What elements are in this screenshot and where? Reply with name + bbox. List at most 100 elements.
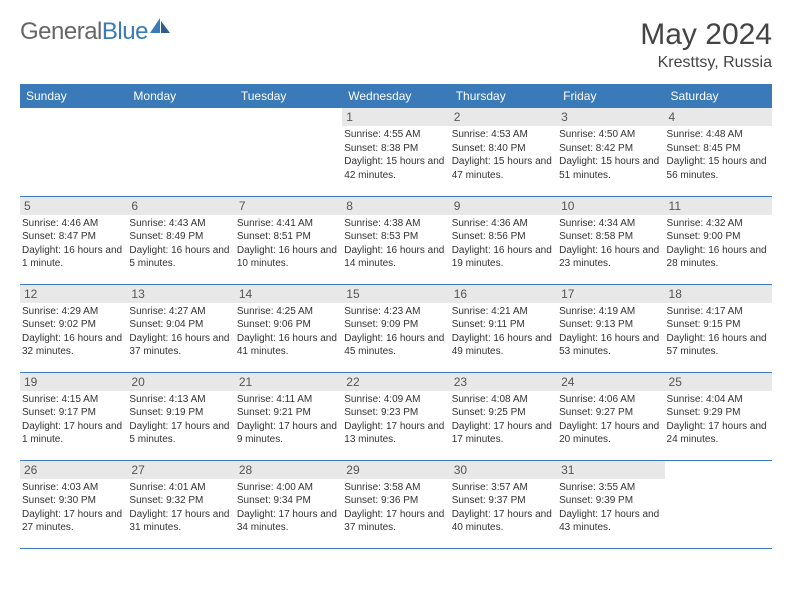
day-number: 22 <box>342 373 449 391</box>
day-number: 18 <box>665 285 772 303</box>
calendar-cell: 8Sunrise: 4:38 AMSunset: 8:53 PMDaylight… <box>342 196 449 284</box>
day-number: 4 <box>665 108 772 126</box>
calendar-cell: 16Sunrise: 4:21 AMSunset: 9:11 PMDayligh… <box>450 284 557 372</box>
sail-icon <box>150 15 172 43</box>
calendar-cell: 5Sunrise: 4:46 AMSunset: 8:47 PMDaylight… <box>20 196 127 284</box>
calendar-cell: 31Sunrise: 3:55 AMSunset: 9:39 PMDayligh… <box>557 460 664 548</box>
calendar-row: 12Sunrise: 4:29 AMSunset: 9:02 PMDayligh… <box>20 284 772 372</box>
calendar-cell: 23Sunrise: 4:08 AMSunset: 9:25 PMDayligh… <box>450 372 557 460</box>
calendar-cell: 10Sunrise: 4:34 AMSunset: 8:58 PMDayligh… <box>557 196 664 284</box>
sun-info: Sunrise: 4:34 AMSunset: 8:58 PMDaylight:… <box>557 215 664 271</box>
sun-info: Sunrise: 4:09 AMSunset: 9:23 PMDaylight:… <box>342 391 449 447</box>
calendar-cell: 9Sunrise: 4:36 AMSunset: 8:56 PMDaylight… <box>450 196 557 284</box>
sun-info: Sunrise: 4:55 AMSunset: 8:38 PMDaylight:… <box>342 126 449 182</box>
calendar-cell: 28Sunrise: 4:00 AMSunset: 9:34 PMDayligh… <box>235 460 342 548</box>
day-number: 21 <box>235 373 342 391</box>
brand-part2: Blue <box>102 18 148 46</box>
calendar-cell: 19Sunrise: 4:15 AMSunset: 9:17 PMDayligh… <box>20 372 127 460</box>
calendar-row: 19Sunrise: 4:15 AMSunset: 9:17 PMDayligh… <box>20 372 772 460</box>
weekday-header-row: SundayMondayTuesdayWednesdayThursdayFrid… <box>20 84 772 108</box>
sun-info: Sunrise: 4:00 AMSunset: 9:34 PMDaylight:… <box>235 479 342 535</box>
sun-info: Sunrise: 4:29 AMSunset: 9:02 PMDaylight:… <box>20 303 127 359</box>
calendar-cell <box>235 108 342 196</box>
sun-info: Sunrise: 4:11 AMSunset: 9:21 PMDaylight:… <box>235 391 342 447</box>
day-number: 27 <box>127 461 234 479</box>
weekday-header: Friday <box>557 84 664 108</box>
day-number: 25 <box>665 373 772 391</box>
weekday-header: Saturday <box>665 84 772 108</box>
sun-info: Sunrise: 4:38 AMSunset: 8:53 PMDaylight:… <box>342 215 449 271</box>
sun-info: Sunrise: 4:21 AMSunset: 9:11 PMDaylight:… <box>450 303 557 359</box>
calendar-cell <box>665 460 772 548</box>
day-number: 17 <box>557 285 664 303</box>
sun-info: Sunrise: 4:41 AMSunset: 8:51 PMDaylight:… <box>235 215 342 271</box>
day-number: 8 <box>342 197 449 215</box>
calendar-cell: 25Sunrise: 4:04 AMSunset: 9:29 PMDayligh… <box>665 372 772 460</box>
calendar-cell: 26Sunrise: 4:03 AMSunset: 9:30 PMDayligh… <box>20 460 127 548</box>
sun-info: Sunrise: 4:48 AMSunset: 8:45 PMDaylight:… <box>665 126 772 182</box>
day-number: 7 <box>235 197 342 215</box>
day-number: 9 <box>450 197 557 215</box>
sun-info: Sunrise: 4:19 AMSunset: 9:13 PMDaylight:… <box>557 303 664 359</box>
calendar-cell: 3Sunrise: 4:50 AMSunset: 8:42 PMDaylight… <box>557 108 664 196</box>
calendar-cell: 20Sunrise: 4:13 AMSunset: 9:19 PMDayligh… <box>127 372 234 460</box>
calendar-row: 1Sunrise: 4:55 AMSunset: 8:38 PMDaylight… <box>20 108 772 196</box>
day-number: 13 <box>127 285 234 303</box>
sun-info: Sunrise: 4:46 AMSunset: 8:47 PMDaylight:… <box>20 215 127 271</box>
header: GeneralBlue May 2024 Kresttsy, Russia <box>20 18 772 72</box>
day-number: 10 <box>557 197 664 215</box>
weekday-header: Wednesday <box>342 84 449 108</box>
calendar-row: 5Sunrise: 4:46 AMSunset: 8:47 PMDaylight… <box>20 196 772 284</box>
day-number: 11 <box>665 197 772 215</box>
sun-info: Sunrise: 4:27 AMSunset: 9:04 PMDaylight:… <box>127 303 234 359</box>
calendar-table: SundayMondayTuesdayWednesdayThursdayFrid… <box>20 84 772 549</box>
calendar-cell: 6Sunrise: 4:43 AMSunset: 8:49 PMDaylight… <box>127 196 234 284</box>
calendar-cell: 13Sunrise: 4:27 AMSunset: 9:04 PMDayligh… <box>127 284 234 372</box>
sun-info: Sunrise: 4:50 AMSunset: 8:42 PMDaylight:… <box>557 126 664 182</box>
calendar-cell: 11Sunrise: 4:32 AMSunset: 9:00 PMDayligh… <box>665 196 772 284</box>
title-block: May 2024 Kresttsy, Russia <box>640 18 772 72</box>
calendar-row: 26Sunrise: 4:03 AMSunset: 9:30 PMDayligh… <box>20 460 772 548</box>
day-number: 1 <box>342 108 449 126</box>
sun-info: Sunrise: 4:25 AMSunset: 9:06 PMDaylight:… <box>235 303 342 359</box>
day-number: 16 <box>450 285 557 303</box>
sun-info: Sunrise: 4:08 AMSunset: 9:25 PMDaylight:… <box>450 391 557 447</box>
day-number: 24 <box>557 373 664 391</box>
sun-info: Sunrise: 4:43 AMSunset: 8:49 PMDaylight:… <box>127 215 234 271</box>
sun-info: Sunrise: 4:01 AMSunset: 9:32 PMDaylight:… <box>127 479 234 535</box>
day-number: 5 <box>20 197 127 215</box>
sun-info: Sunrise: 3:55 AMSunset: 9:39 PMDaylight:… <box>557 479 664 535</box>
sun-info: Sunrise: 4:36 AMSunset: 8:56 PMDaylight:… <box>450 215 557 271</box>
day-number: 12 <box>20 285 127 303</box>
calendar-cell: 17Sunrise: 4:19 AMSunset: 9:13 PMDayligh… <box>557 284 664 372</box>
calendar-cell: 18Sunrise: 4:17 AMSunset: 9:15 PMDayligh… <box>665 284 772 372</box>
day-number: 23 <box>450 373 557 391</box>
day-number: 26 <box>20 461 127 479</box>
day-number: 15 <box>342 285 449 303</box>
sun-info: Sunrise: 4:13 AMSunset: 9:19 PMDaylight:… <box>127 391 234 447</box>
day-number: 6 <box>127 197 234 215</box>
day-number: 30 <box>450 461 557 479</box>
day-number: 2 <box>450 108 557 126</box>
sun-info: Sunrise: 4:15 AMSunset: 9:17 PMDaylight:… <box>20 391 127 447</box>
day-number: 14 <box>235 285 342 303</box>
weekday-header: Tuesday <box>235 84 342 108</box>
brand-part1: General <box>20 18 102 46</box>
sun-info: Sunrise: 4:32 AMSunset: 9:00 PMDaylight:… <box>665 215 772 271</box>
weekday-header: Thursday <box>450 84 557 108</box>
calendar-cell: 24Sunrise: 4:06 AMSunset: 9:27 PMDayligh… <box>557 372 664 460</box>
day-number: 29 <box>342 461 449 479</box>
calendar-cell: 15Sunrise: 4:23 AMSunset: 9:09 PMDayligh… <box>342 284 449 372</box>
sun-info: Sunrise: 3:57 AMSunset: 9:37 PMDaylight:… <box>450 479 557 535</box>
day-number: 31 <box>557 461 664 479</box>
title-location: Kresttsy, Russia <box>640 54 772 72</box>
calendar-cell: 22Sunrise: 4:09 AMSunset: 9:23 PMDayligh… <box>342 372 449 460</box>
calendar-cell <box>20 108 127 196</box>
calendar-cell: 30Sunrise: 3:57 AMSunset: 9:37 PMDayligh… <box>450 460 557 548</box>
calendar-cell: 12Sunrise: 4:29 AMSunset: 9:02 PMDayligh… <box>20 284 127 372</box>
sun-info: Sunrise: 4:23 AMSunset: 9:09 PMDaylight:… <box>342 303 449 359</box>
title-month: May 2024 <box>640 18 772 52</box>
sun-info: Sunrise: 4:06 AMSunset: 9:27 PMDaylight:… <box>557 391 664 447</box>
sun-info: Sunrise: 4:03 AMSunset: 9:30 PMDaylight:… <box>20 479 127 535</box>
day-number: 28 <box>235 461 342 479</box>
